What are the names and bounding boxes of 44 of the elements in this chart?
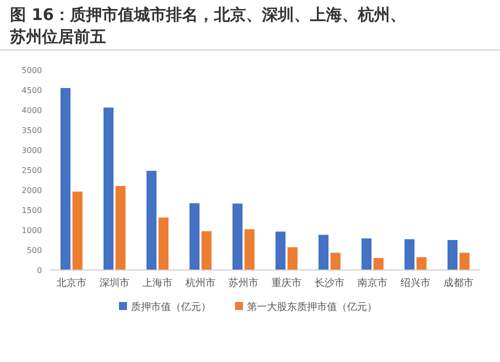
- bar: [104, 108, 114, 270]
- y-tick-label: 500: [26, 246, 42, 255]
- bar: [202, 231, 212, 270]
- bar: [60, 88, 70, 270]
- legend-label: 第一大股东质押市值（亿元）: [247, 301, 377, 313]
- x-tick-label: 北京市: [56, 277, 86, 289]
- legend-label: 质押市值（亿元）: [131, 301, 211, 313]
- bar: [158, 218, 168, 270]
- x-tick-label: 深圳市: [100, 277, 130, 289]
- bar: [448, 240, 458, 270]
- x-tick-label: 成都市: [444, 277, 474, 289]
- bar: [404, 239, 414, 270]
- x-tick-label: 杭州市: [184, 277, 216, 289]
- y-tick-label: 1500: [22, 206, 42, 215]
- x-tick-label: 上海市: [142, 277, 172, 289]
- x-tick-label: 南京市: [358, 277, 388, 289]
- y-tick-label: 4500: [22, 86, 42, 95]
- bar: [374, 258, 384, 270]
- bar: [318, 234, 328, 270]
- chart-title: 图 16：质押市值城市排名，北京、深圳、上海、杭州、苏州位居前五: [9, 5, 406, 46]
- x-tick-label: 长沙市: [314, 277, 344, 289]
- bar: [460, 252, 470, 270]
- y-tick-label: 2500: [22, 166, 42, 175]
- bar: [362, 238, 372, 270]
- bar: [288, 247, 298, 270]
- bar: [146, 170, 156, 270]
- bar: [244, 229, 254, 270]
- x-tick-label: 绍兴市: [400, 277, 430, 289]
- y-tick-label: 4000: [22, 106, 42, 115]
- y-tick-label: 2000: [22, 186, 42, 195]
- y-tick-label: 1000: [22, 226, 42, 235]
- bar: [276, 232, 286, 270]
- y-tick-label: 3500: [22, 126, 42, 135]
- bar: [72, 192, 82, 270]
- y-tick-label: 0: [36, 266, 42, 275]
- bar: [330, 252, 340, 270]
- bar: [232, 204, 242, 270]
- bar: [116, 186, 126, 270]
- bar: [190, 203, 200, 270]
- y-tick-label: 5000: [22, 66, 42, 75]
- x-tick-label: 重庆市: [272, 277, 302, 289]
- y-tick-label: 3000: [22, 146, 42, 155]
- bar: [416, 257, 426, 270]
- x-tick-label: 苏州市: [228, 277, 258, 289]
